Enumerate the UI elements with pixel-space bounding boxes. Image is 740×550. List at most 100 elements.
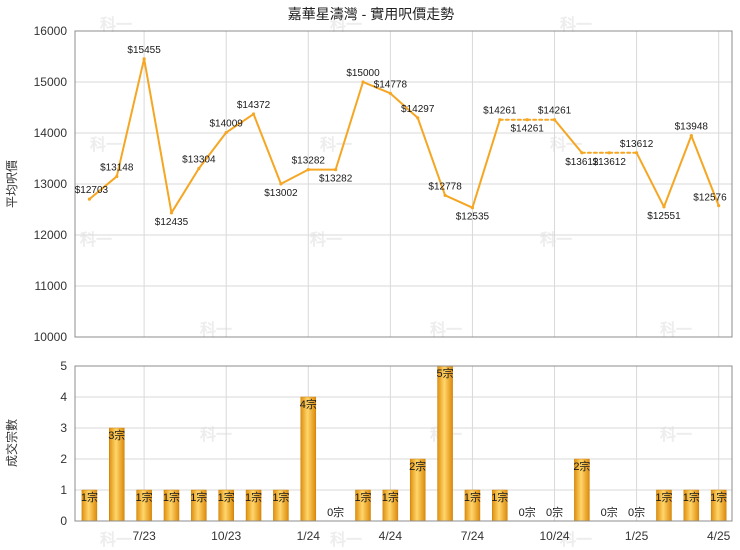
watermark-layer: 科一科一科一科一科一科一科一科一科一科一科一科一科一科一科一科一科一科一 <box>80 15 692 549</box>
line-chart-y-axis-title: 平均呎價 <box>5 160 19 208</box>
price-point[interactable] <box>662 205 666 209</box>
price-line-segment <box>279 168 310 185</box>
line-chart-y-ticks: 10000 11000 12000 13000 14000 15000 16000 <box>34 24 68 344</box>
price-data-label: $14261 <box>483 106 517 117</box>
volume-data-label: 1宗 <box>464 490 481 504</box>
price-data-label: $14372 <box>237 100 271 111</box>
price-line-segment <box>553 118 583 154</box>
bar-chart-frame <box>74 365 733 522</box>
volume-data-label: 1宗 <box>354 490 371 504</box>
bar-chart-y-tick: 2 <box>60 452 67 466</box>
x-axis-tick-label: 1/25 <box>625 529 649 543</box>
price-data-labels: $12703 $13148 $15455 $12435 $13304 $14009 $143… <box>75 45 727 228</box>
price-point[interactable] <box>470 206 475 210</box>
price-data-label: $14261 <box>510 124 544 135</box>
price-point[interactable] <box>689 134 693 138</box>
watermark-text: 科一 <box>660 320 692 339</box>
volume-bar[interactable] <box>437 365 453 522</box>
line-chart-y-tick: 14000 <box>34 126 68 140</box>
price-data-label: $15000 <box>346 68 380 79</box>
price-data-label: $14009 <box>210 119 244 130</box>
price-point[interactable] <box>115 174 119 179</box>
price-point[interactable] <box>580 151 584 155</box>
volume-data-label: 1宗 <box>272 490 289 504</box>
price-point[interactable] <box>306 168 310 172</box>
line-chart-y-tick: 11000 <box>35 279 68 293</box>
price-line-segment <box>252 113 282 185</box>
price-data-label: $12535 <box>456 212 490 223</box>
volume-data-label: 0宗 <box>601 505 618 519</box>
price-data-label: $12703 <box>75 185 109 196</box>
watermark-text: 科一 <box>80 230 112 249</box>
volume-data-label: 2宗 <box>409 459 426 473</box>
watermark-text: 科一 <box>320 135 352 154</box>
line-chart-y-tick: 15000 <box>34 75 68 89</box>
price-data-label: $14778 <box>374 79 408 90</box>
price-data-label: $13304 <box>182 154 216 165</box>
price-data-label: $13148 <box>100 162 134 173</box>
price-line-segment <box>362 81 392 95</box>
watermark-text: 科一 <box>310 230 342 249</box>
x-axis-tick-label: 1/24 <box>297 529 321 543</box>
bar-chart-y-tick: 3 <box>60 421 67 435</box>
price-point[interactable] <box>251 112 256 116</box>
volume-data-label: 1宗 <box>218 490 235 504</box>
price-point[interactable] <box>552 118 557 122</box>
price-data-label: $13282 <box>292 156 326 167</box>
price-point[interactable] <box>525 118 529 122</box>
price-point[interactable] <box>197 166 201 171</box>
price-point[interactable] <box>388 91 392 95</box>
price-point[interactable] <box>224 130 228 135</box>
volume-data-label: 1宗 <box>655 490 672 504</box>
price-data-label: $13612 <box>565 157 599 168</box>
x-axis-tick-label: 10/23 <box>211 529 241 543</box>
price-point[interactable] <box>334 168 338 172</box>
watermark-text: 科一 <box>330 15 362 34</box>
price-point[interactable] <box>607 151 611 155</box>
price-point[interactable] <box>498 118 502 122</box>
volume-bar[interactable] <box>300 396 317 522</box>
volume-data-label: 2宗 <box>573 459 590 473</box>
watermark-text: 科一 <box>550 135 582 154</box>
price-data-label: $13282 <box>319 174 353 185</box>
price-data-label: $12551 <box>647 211 681 222</box>
price-data-label: $13612 <box>593 157 627 168</box>
watermark-text: 科一 <box>660 425 692 444</box>
volume-data-label: 5宗 <box>437 366 454 380</box>
x-axis-tick-label: 4/24 <box>379 529 403 543</box>
line-chart-y-tick: 12000 <box>34 228 68 242</box>
watermark-text: 科一 <box>100 530 132 549</box>
x-axis-tick-label: 7/23 <box>132 529 156 543</box>
volume-data-label: 0宗 <box>628 505 645 519</box>
bar-chart-y-tick: 4 <box>60 390 67 404</box>
volume-data-label: 4宗 <box>300 397 317 411</box>
price-point[interactable] <box>361 80 365 84</box>
watermark-text: 科一 <box>330 530 362 549</box>
price-point[interactable] <box>169 211 174 215</box>
bar-chart-y-axis-title: 成交宗數 <box>4 419 19 467</box>
bar-chart-y-tick: 5 <box>60 359 67 373</box>
price-point[interactable] <box>279 182 283 186</box>
line-chart-y-tick: 10000 <box>34 330 68 344</box>
price-point[interactable] <box>443 193 447 197</box>
watermark-text: 科一 <box>560 530 592 549</box>
price-data-label: $12576 <box>693 193 727 204</box>
price-line-segment <box>170 167 200 214</box>
price-point[interactable] <box>87 197 91 201</box>
line-chart-frame <box>74 30 733 338</box>
price-data-label: $12435 <box>155 217 189 228</box>
volume-data-label: 3宗 <box>108 428 125 442</box>
price-point[interactable] <box>142 57 146 61</box>
volume-data-label: 1宗 <box>491 490 508 504</box>
price-point[interactable] <box>717 204 721 208</box>
volume-data-label: 0宗 <box>546 505 563 519</box>
watermark-text: 科一 <box>200 425 232 444</box>
price-point[interactable] <box>635 151 639 155</box>
price-series <box>87 57 721 215</box>
price-line-segment <box>416 116 447 197</box>
volume-data-label: 1宗 <box>710 490 727 504</box>
volume-data-labels: 1宗 3宗 1宗 1宗 1宗 1宗 1宗 1宗 4宗 0宗 1宗 1宗 2宗 5宗 1宗 1宗 0宗 0宗 2宗 0宗… <box>81 366 727 519</box>
bar-chart-y-tick: 0 <box>60 514 67 528</box>
line-chart-y-tick: 16000 <box>34 24 68 38</box>
price-point[interactable] <box>416 116 420 120</box>
